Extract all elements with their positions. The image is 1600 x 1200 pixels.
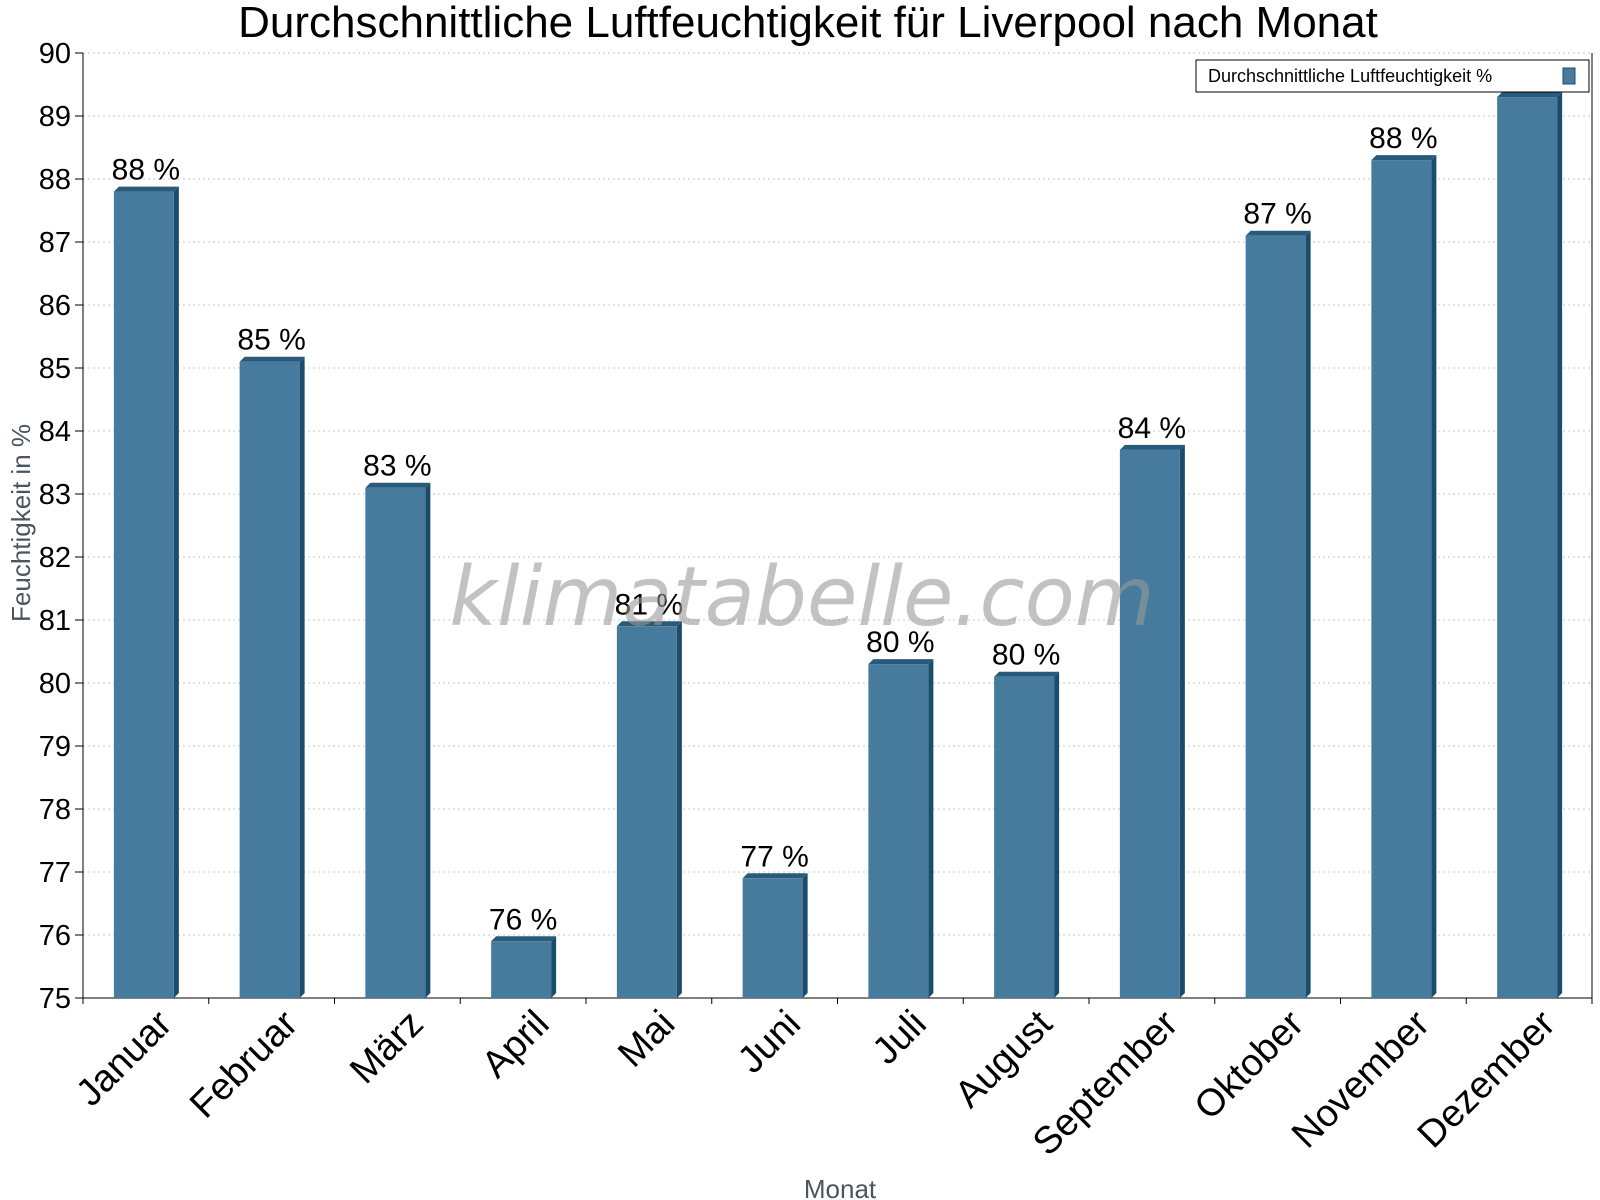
bar-top: [491, 936, 557, 942]
bar: [239, 361, 300, 998]
data-label: 83 %: [363, 450, 431, 483]
watermark: klimatabelle.com: [449, 550, 1154, 645]
bar-top: [113, 186, 179, 192]
bar-top: [1497, 92, 1563, 98]
data-label: 76 %: [489, 903, 557, 936]
bar-top: [742, 873, 808, 879]
bar-side: [802, 873, 808, 998]
bar-side: [173, 186, 179, 999]
legend-swatch: [1562, 67, 1576, 85]
chart-title: Durchschnittliche Luftfeuchtigkeit für L…: [238, 0, 1378, 47]
x-tick-label: November: [1284, 1002, 1438, 1156]
y-tick-label: 79: [39, 731, 71, 763]
x-tick-label: Dezember: [1410, 1002, 1564, 1156]
grid-lines: [83, 52, 1592, 936]
bar-top: [1245, 230, 1311, 236]
bar: [1497, 97, 1558, 999]
bar-side: [1305, 230, 1311, 998]
bar-side: [551, 936, 557, 998]
data-label: 84 %: [1118, 412, 1186, 445]
x-tick-label: Januar: [68, 1002, 180, 1114]
bar: [868, 664, 929, 998]
bar-top: [1119, 444, 1185, 450]
y-tick-label: 83: [39, 479, 71, 511]
x-axis-label: Monat: [804, 1174, 877, 1200]
y-tick-label: 76: [39, 920, 71, 952]
y-axis: 75 76 77 78 79 80 81 82 83 84 85 86 87 88 89 90: [39, 38, 84, 1015]
y-tick-label: 81: [39, 605, 71, 637]
data-label: 85 %: [237, 324, 305, 357]
bar: [491, 941, 552, 998]
bar-side: [299, 356, 305, 998]
bar-top: [868, 659, 934, 665]
data-label: 81 %: [615, 588, 683, 621]
x-tick-label: April: [474, 1003, 557, 1086]
bar: [994, 676, 1055, 998]
y-tick-label: 84: [39, 416, 71, 448]
bar-top: [365, 482, 431, 488]
bar-top: [994, 671, 1060, 677]
bar: [616, 626, 677, 998]
bar: [1245, 235, 1306, 998]
data-label: 88 %: [1369, 122, 1437, 155]
y-axis-label: Feuchtigkeit in %: [6, 424, 36, 622]
bar-side: [1179, 444, 1185, 998]
data-label: 80 %: [866, 626, 934, 659]
y-tick-label: 82: [39, 542, 71, 574]
y-tick-label: 90: [39, 38, 71, 70]
y-tick-label: 78: [39, 794, 71, 826]
y-tick-label: 87: [39, 227, 71, 259]
data-label: 87 %: [1243, 198, 1311, 231]
bar-top: [1371, 155, 1437, 161]
x-tick-label: August: [947, 1002, 1061, 1116]
bar-top: [239, 356, 305, 362]
bar: [1119, 449, 1180, 998]
bar-side: [1431, 155, 1437, 999]
bar: [365, 487, 426, 998]
x-tick-label: Februar: [182, 1002, 306, 1126]
y-tick-label: 86: [39, 290, 71, 322]
y-tick-label: 89: [39, 101, 71, 133]
bar-top: [616, 621, 682, 627]
data-label: 80 %: [992, 639, 1060, 672]
y-tick-label: 85: [39, 353, 71, 385]
legend-label: Durchschnittliche Luftfeuchtigkeit %: [1208, 66, 1492, 86]
data-labels: 88 % 85 % 83 % 76 % 81 % 77 % 80 % 80 % 84 % 87 %…: [112, 122, 1438, 936]
x-tick-label: Juni: [730, 1003, 809, 1082]
x-tick-label: Juli: [865, 1003, 935, 1073]
x-tick-label: März: [342, 1003, 431, 1092]
bar: [1371, 160, 1432, 999]
x-tick-label: Mai: [610, 1003, 683, 1076]
bar-side: [1557, 92, 1563, 999]
data-label: 77 %: [740, 840, 808, 873]
bar-side: [676, 621, 682, 998]
bar-side: [928, 659, 934, 998]
bar: [742, 878, 803, 998]
bars: [113, 92, 1563, 999]
legend: Durchschnittliche Luftfeuchtigkeit %: [1195, 59, 1590, 93]
y-tick-label: 80: [39, 668, 71, 700]
y-tick-label: 88: [39, 164, 71, 196]
data-label: 88 %: [112, 154, 180, 187]
x-tick-label: Oktober: [1187, 1002, 1313, 1128]
bar-side: [425, 482, 431, 998]
y-tick-label: 77: [39, 857, 71, 889]
bar-side: [1054, 671, 1060, 998]
y-tick-label: 75: [39, 983, 71, 1015]
legend-box: [1195, 59, 1590, 93]
bar: [113, 191, 174, 999]
